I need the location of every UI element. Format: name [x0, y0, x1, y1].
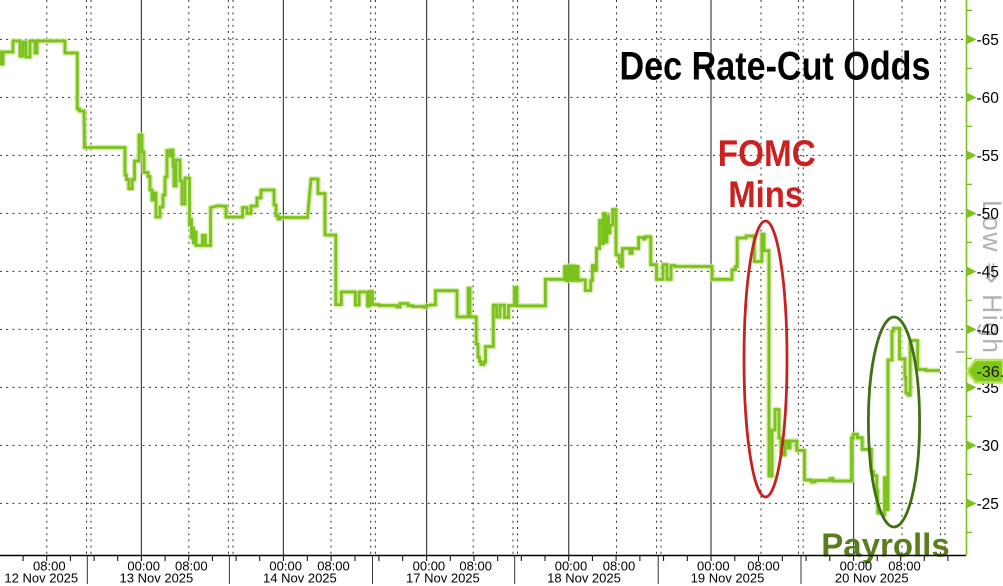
svg-text:Low ⇒ High: Low ⇒ High [977, 200, 1003, 353]
svg-text:08:00: 08:00 [459, 559, 492, 574]
svg-text:-40: -40 [977, 322, 1000, 339]
svg-text:-60: -60 [977, 90, 1000, 107]
svg-text:Dec Rate-Cut Odds: Dec Rate-Cut Odds [620, 45, 931, 89]
svg-text:-45: -45 [977, 264, 999, 281]
svg-text:00:00: 00:00 [127, 559, 160, 574]
svg-text:08:00: 08:00 [747, 559, 780, 574]
svg-text:00:00: 00:00 [555, 559, 588, 574]
svg-text:-25: -25 [977, 496, 999, 513]
svg-text:00:00: 00:00 [840, 559, 873, 574]
svg-text:-35: -35 [977, 380, 999, 397]
svg-text:-65: -65 [977, 32, 999, 49]
svg-text:-50: -50 [977, 206, 1000, 223]
svg-text:-36.4: -36.4 [977, 364, 1003, 381]
svg-text:00:00: 00:00 [697, 559, 730, 574]
svg-text:08:00: 08:00 [317, 559, 350, 574]
svg-text:Payrolls: Payrolls [821, 527, 949, 564]
svg-text:08:00: 08:00 [888, 559, 921, 574]
svg-text:20 Nov 2025: 20 Nov 2025 [835, 571, 909, 586]
svg-text:-30: -30 [977, 438, 1000, 455]
svg-text:FOMC: FOMC [718, 133, 816, 174]
svg-text:19 Nov 2025: 19 Nov 2025 [691, 571, 765, 586]
svg-text:13 Nov 2025: 13 Nov 2025 [120, 571, 194, 586]
svg-text:08:00: 08:00 [175, 559, 208, 574]
svg-text:14 Nov 2025: 14 Nov 2025 [263, 571, 337, 586]
svg-text:18 Nov 2025: 18 Nov 2025 [547, 571, 621, 586]
svg-text:Mins: Mins [728, 174, 803, 215]
svg-text:08:00: 08:00 [33, 559, 66, 574]
svg-text:08:00: 08:00 [603, 559, 636, 574]
svg-text:00:00: 00:00 [269, 559, 302, 574]
svg-text:12 Nov 2025: 12 Nov 2025 [4, 571, 78, 586]
svg-text:00:00: 00:00 [413, 559, 446, 574]
svg-text:17 Nov 2025: 17 Nov 2025 [406, 571, 480, 586]
svg-text:-55: -55 [977, 148, 999, 165]
